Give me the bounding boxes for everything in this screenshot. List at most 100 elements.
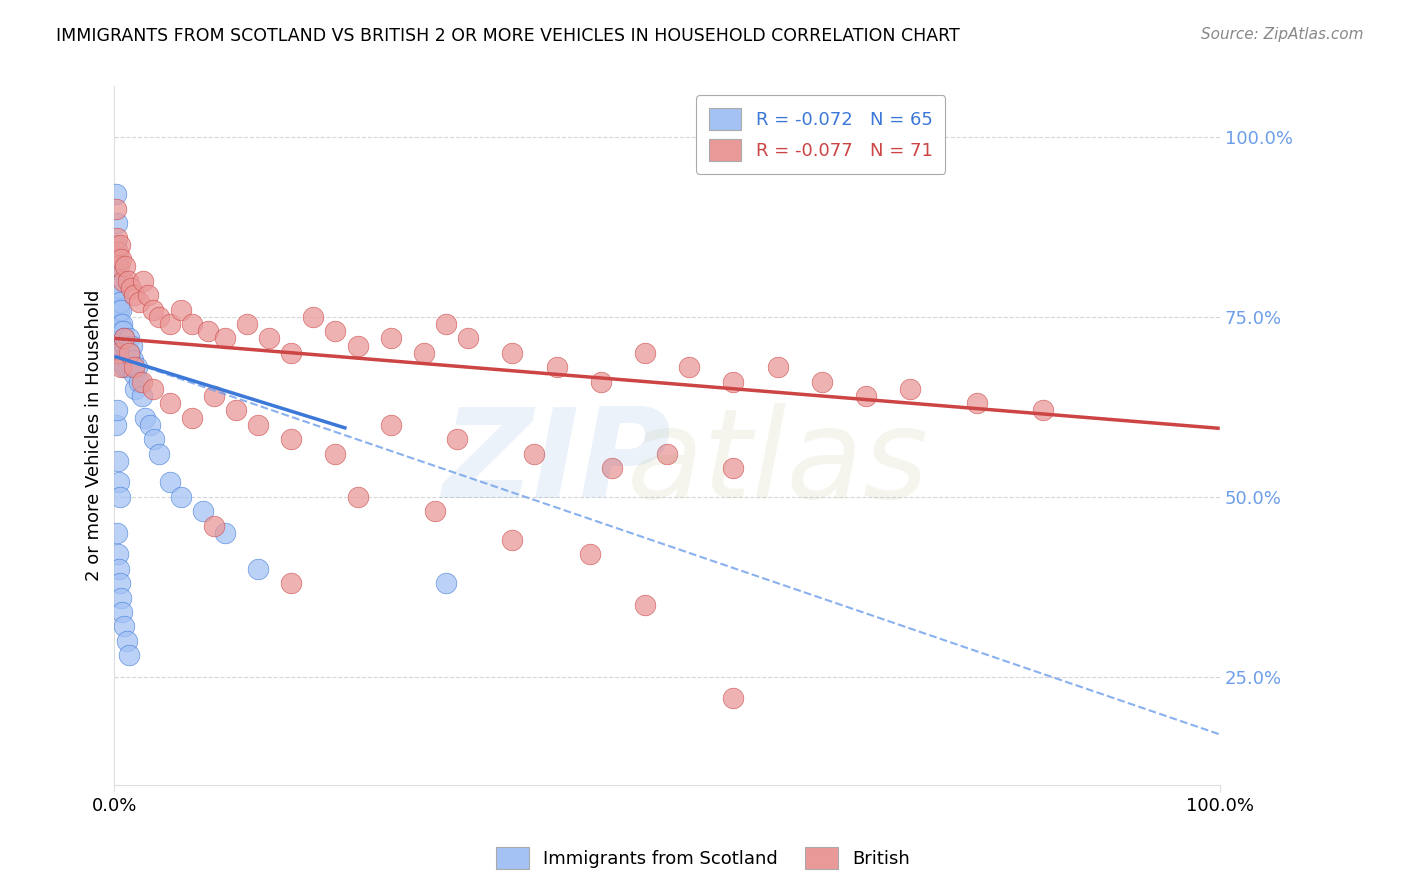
Point [122, 353, 145, 368]
Point [423, 504, 446, 518]
Point [214, 331, 236, 345]
Text: ZIP: ZIP [441, 403, 671, 524]
Y-axis label: 2 or more Vehicles in Household: 2 or more Vehicles in Household [86, 290, 103, 582]
Point [131, 389, 153, 403]
Point [120, 281, 142, 295]
Point [180, 410, 202, 425]
Text: Source: ZipAtlas.com: Source: ZipAtlas.com [1201, 27, 1364, 42]
Point [105, 260, 128, 274]
Point [766, 360, 789, 375]
Point [117, 274, 139, 288]
Point [108, 475, 131, 490]
Point [108, 576, 131, 591]
Point [115, 345, 138, 359]
Point [236, 317, 259, 331]
Point [280, 576, 302, 591]
Point [111, 338, 134, 352]
Point [434, 317, 457, 331]
Point [898, 382, 921, 396]
Point [112, 360, 135, 375]
Point [110, 252, 132, 267]
Point [105, 403, 128, 417]
Point [104, 417, 127, 432]
Point [105, 230, 128, 244]
Point [108, 490, 131, 504]
Point [108, 295, 131, 310]
Point [110, 345, 132, 359]
Point [117, 360, 139, 375]
Point [108, 260, 131, 274]
Point [114, 260, 136, 274]
Point [110, 360, 132, 375]
Point [346, 490, 368, 504]
Legend: Immigrants from Scotland, British: Immigrants from Scotland, British [488, 838, 918, 879]
Point [114, 360, 136, 375]
Point [112, 331, 135, 345]
Point [104, 187, 127, 202]
Point [107, 547, 129, 561]
Point [107, 302, 129, 317]
Point [142, 382, 165, 396]
Point [125, 360, 148, 375]
Point [128, 295, 150, 310]
Point [589, 375, 612, 389]
Point [202, 518, 225, 533]
Point [655, 446, 678, 460]
Point [107, 252, 129, 267]
Point [121, 338, 143, 352]
Point [302, 310, 325, 324]
Point [523, 446, 546, 460]
Point [107, 288, 129, 302]
Point [124, 288, 146, 302]
Point [105, 288, 128, 302]
Point [108, 324, 131, 338]
Point [723, 691, 745, 706]
Point [112, 619, 135, 633]
Point [105, 310, 128, 324]
Point [214, 525, 236, 540]
Point [110, 591, 132, 605]
Text: IMMIGRANTS FROM SCOTLAND VS BRITISH 2 OR MORE VEHICLES IN HOUSEHOLD CORRELATION : IMMIGRANTS FROM SCOTLAND VS BRITISH 2 OR… [56, 27, 960, 45]
Point [111, 317, 134, 331]
Point [159, 475, 181, 490]
Point [811, 375, 834, 389]
Point [134, 410, 156, 425]
Point [380, 417, 402, 432]
Point [501, 345, 523, 359]
Point [1032, 403, 1054, 417]
Point [118, 331, 141, 345]
Point [108, 338, 131, 352]
Point [118, 345, 141, 359]
Point [170, 490, 193, 504]
Point [501, 533, 523, 547]
Point [578, 547, 600, 561]
Point [159, 317, 181, 331]
Point [600, 461, 623, 475]
Legend: R = -0.072   N = 65, R = -0.077   N = 71: R = -0.072 N = 65, R = -0.077 N = 71 [696, 95, 945, 174]
Point [202, 389, 225, 403]
Point [108, 281, 131, 295]
Point [112, 331, 135, 345]
Point [107, 244, 129, 259]
Point [446, 432, 468, 446]
Point [380, 331, 402, 345]
Point [225, 403, 247, 417]
Point [110, 302, 132, 317]
Point [111, 605, 134, 619]
Point [112, 324, 135, 338]
Point [136, 288, 159, 302]
Point [108, 317, 131, 331]
Text: atlas: atlas [627, 403, 928, 524]
Point [115, 633, 138, 648]
Point [346, 338, 368, 352]
Point [120, 360, 142, 375]
Point [108, 302, 131, 317]
Point [131, 375, 153, 389]
Point [434, 576, 457, 591]
Point [280, 345, 302, 359]
Point [108, 562, 131, 576]
Point [105, 216, 128, 230]
Point [678, 360, 700, 375]
Point [148, 446, 170, 460]
Point [191, 504, 214, 518]
